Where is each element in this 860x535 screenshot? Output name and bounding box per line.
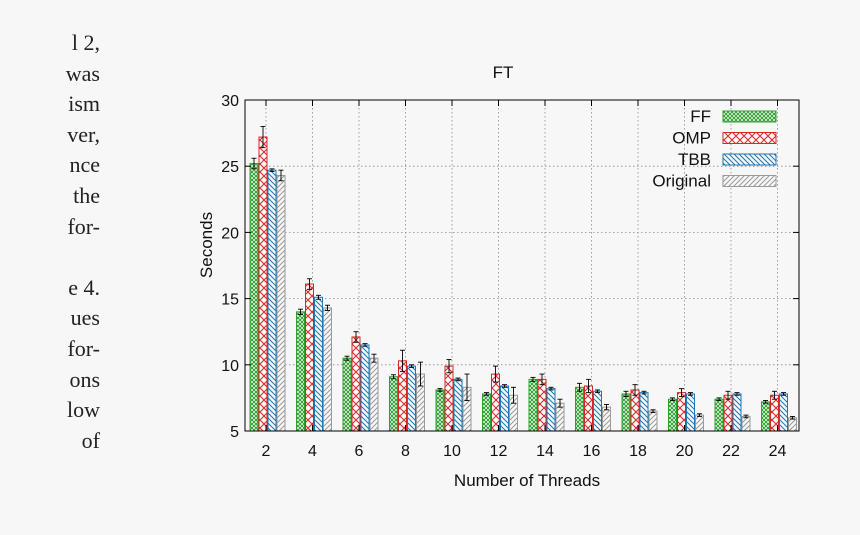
side-text-line: e 4. [68,274,100,300]
bar-tbb [732,393,742,432]
side-text-line: for- [67,213,100,239]
y-tick-label: 25 [221,159,239,176]
bar-omp [351,336,361,432]
bar-omp [537,378,547,432]
bar-original [648,410,658,432]
bar-original [741,415,751,432]
bar-original [602,406,611,432]
bar-ff [482,393,491,432]
bar-omp [305,283,314,432]
x-tick-label: 18 [629,443,647,460]
bar-ff [296,311,305,432]
legend-swatch-ff [722,110,777,123]
x-tick-label: 4 [308,443,317,460]
bar-ff [714,398,724,432]
y-tick-label: 30 [221,93,239,110]
bar-tbb [546,388,556,432]
side-text-line: ver, [67,121,100,147]
bar-original [276,174,286,432]
bar-tbb [593,390,602,432]
y-tick-label: 5 [230,424,239,441]
legend-swatch-omp [722,132,777,144]
side-text-line: ues [70,305,100,331]
side-text-line: the [73,182,100,208]
x-tick-label: 20 [676,443,694,460]
side-text-line: of [81,427,100,453]
side-text-line: for- [67,335,100,361]
legend: FF OMP TBB Original [652,107,777,191]
legend-swatch-original [722,175,777,187]
legend-label-original: Original [652,172,711,191]
x-tick-label: 12 [490,443,508,460]
legend-label-ff: FF [690,107,711,126]
bar-ff [528,378,538,432]
side-text-line: was [65,60,100,86]
side-text-line: low [67,397,100,423]
bar-omp [258,136,268,432]
x-tick-label: 16 [583,443,601,460]
chart-title: FT [493,63,514,82]
y-tick-label: 15 [221,292,239,309]
legend-label-omp: OMP [672,129,711,148]
side-text-line: nce [69,152,100,178]
bar-tbb [686,393,695,432]
bar-ff [668,398,677,432]
grid-lines [245,100,799,431]
bar-tbb [407,365,416,432]
bar-ff [575,386,584,432]
bars-group [249,126,797,432]
bar-tbb [639,392,649,432]
y-axis-label: Seconds [197,212,216,278]
x-axis-label: Number of Threads [454,471,600,490]
side-text-fragment: l 2, was ism ver, nce the for- e 4. ues … [0,28,100,456]
bar-original [695,414,704,432]
bar-omp [630,389,640,432]
bar-ff [761,401,770,432]
x-tick-label: 10 [443,443,461,460]
bar-ff [621,393,631,432]
bar-ff [389,376,398,432]
bar-omp [491,373,500,432]
x-tick-label: 6 [355,443,364,460]
legend-swatch-tbb [722,153,777,166]
bar-original [369,357,379,432]
bar-ff [435,389,445,432]
bar-tbb [453,378,463,432]
bar-tbb [314,296,323,432]
bar-tbb [500,385,509,432]
side-text-line: l 2, [71,30,100,55]
x-tick-label: 8 [401,443,410,460]
legend-label-tbb: TBB [678,150,711,169]
bar-original [323,307,332,432]
bar-ff [249,163,259,432]
bar-tbb [779,393,788,432]
plot-frame [244,99,800,432]
x-tick-label: 14 [536,443,554,460]
x-tick-label: 22 [722,443,740,460]
y-tick-label: 10 [221,358,239,375]
x-tick-label: 2 [262,443,271,460]
bar-tbb [267,169,277,432]
y-tick-label: 20 [221,225,239,242]
bar-tbb [360,344,370,432]
bar-ff [342,357,352,432]
bar-omp [444,365,454,432]
side-text-line: ism [68,91,100,117]
x-tick-label: 24 [769,443,787,460]
bar-original [788,417,797,432]
side-text-line: ons [69,366,100,392]
